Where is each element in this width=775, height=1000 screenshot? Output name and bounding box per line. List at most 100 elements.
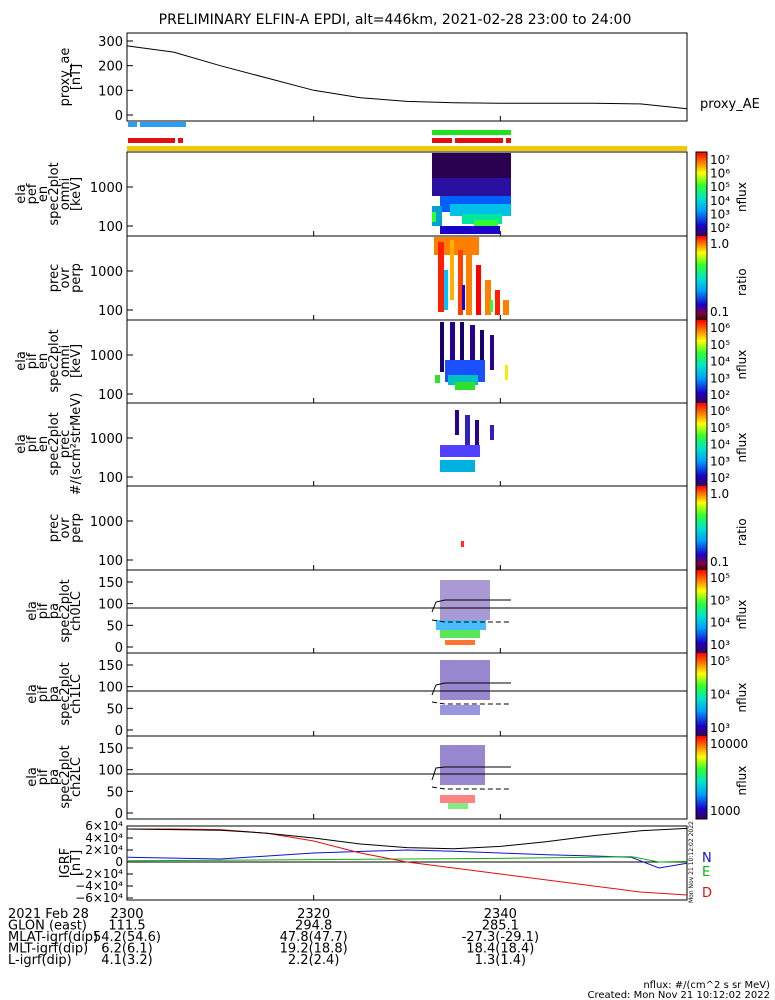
ylabel-line: pa — [47, 769, 62, 785]
x-axis-annotation: 2021 Feb 28 2300 2320 2340 GLON (east) 111.5 2… — [8, 907, 539, 968]
ylabel-line: spec2plot — [58, 662, 73, 725]
cbar-tick-label: 10⁷ — [710, 153, 730, 167]
ylabel-line: #/(scm²strMeV) — [69, 393, 84, 496]
spectrogram-pif-prec — [440, 410, 494, 472]
igrf-ytick-label: 6×10⁴ — [85, 819, 123, 833]
blue-bar-segment — [128, 122, 137, 127]
pa-ytick-label: 50 — [106, 785, 123, 800]
pa-ch1-frame — [126, 652, 688, 737]
spec-ytick-label: 100 — [98, 304, 123, 319]
ae-ytick-label: 100 — [98, 84, 123, 99]
pa-ch0-data — [431, 580, 511, 645]
ylabel-line: [keV] — [69, 344, 84, 378]
xrow-label: 2021 Feb 28 — [8, 907, 89, 922]
plot-title: PRELIMINARY ELFIN-A EPDI, alt=446km, 202… — [159, 12, 632, 28]
cbar-tick-label: 10³ — [710, 207, 730, 221]
ylabel-line: proxy_ae — [58, 48, 73, 107]
spec-ytick-label: 100 — [98, 220, 123, 235]
cbar-tick-label: 0.1 — [710, 305, 729, 319]
cbar-tick-label: 0.1 — [710, 555, 729, 569]
spectrogram-pef-omni — [432, 153, 511, 234]
ylabel-line: pif — [36, 602, 51, 619]
ylabel-line: ela — [14, 184, 29, 204]
xrow-value: 2300 — [110, 907, 143, 922]
ylabel-line: ela — [25, 767, 40, 787]
cbar-tick-label: 10⁴ — [710, 438, 730, 452]
xrow-label: MLAT-igrf(dip) — [8, 930, 98, 945]
ylabel-line: [nT] — [69, 850, 84, 876]
cbar-pa-ch1 — [696, 653, 707, 736]
ylabel-line: ovr — [58, 517, 73, 539]
igrf-ytick-label: 4×10⁴ — [85, 831, 123, 845]
pa-ytick-label: 150 — [98, 742, 123, 757]
cbar-tick-label: 10³ — [710, 638, 730, 652]
cbar-tick-label: 10⁶ — [710, 321, 730, 335]
xrow-value: 2.2(2.4) — [288, 953, 340, 968]
ylabel-line: pif — [36, 685, 51, 702]
cbar-tick-label: 10³ — [710, 454, 730, 468]
ratio-speck — [461, 541, 464, 547]
xrow-value: 2340 — [484, 907, 517, 922]
spectrogram-pef-ratio — [434, 237, 509, 315]
ylabel-line: pif — [36, 768, 51, 785]
cbar-tick-label: 10⁵ — [710, 421, 730, 435]
igrf-panel: N E D Mon Nov 21 10:12:02 2022 — [126, 821, 712, 903]
cbar-tick-label: 10² — [710, 471, 730, 485]
spec-ytick-label: 100 — [98, 554, 123, 569]
ae-ytick-label: 200 — [98, 60, 123, 75]
igrf-series-E — [126, 856, 688, 863]
cbar-tick-label: 10⁵ — [710, 654, 730, 668]
spec-ytick-label: 1000 — [90, 265, 123, 280]
igrf-D-label: D — [702, 886, 712, 901]
igrf-ytick-label: 0 — [115, 855, 123, 869]
cbar-tick-label: 10² — [710, 388, 730, 402]
cbar-unit-label: nflux — [735, 350, 749, 380]
cbar-tick-label: 10³ — [710, 721, 730, 735]
cbar-tick-label: 10⁵ — [710, 338, 730, 352]
axes-layer: 1000100100010010001001000100100010015010… — [75, 116, 688, 905]
pa-ytick-label: 0 — [115, 807, 123, 822]
cbar-pef-omni — [696, 152, 707, 236]
pif-prec-frame — [126, 402, 688, 487]
proxy-ae-frame — [126, 32, 688, 122]
spec-ytick-label: 100 — [98, 388, 123, 403]
proxy-ae-line — [126, 45, 688, 110]
cbar-pa-ch0 — [696, 570, 707, 653]
panel-frames — [126, 32, 688, 901]
spec-ytick-label: 100 — [98, 471, 123, 486]
ylabel-line: pa — [47, 603, 62, 619]
xrow-value: 294.8 — [295, 919, 332, 934]
igrf-ytick-label: −2×10⁴ — [75, 867, 123, 881]
created-note: Created: Mon Nov 21 10:12:02 2022 — [587, 990, 770, 1000]
ylabel-line: ch0LC — [69, 591, 84, 631]
red-bar-segment — [506, 138, 511, 143]
xrow-value: 19.2(18.8) — [280, 942, 348, 957]
xrow-label: MLT-igrf(dip) — [8, 942, 88, 957]
cbar-tick-label: 10⁴ — [710, 688, 730, 702]
ylabel-line: pif — [25, 435, 40, 452]
igrf-ytick-label: −4×10⁴ — [75, 879, 123, 893]
cbar-unit-label: nflux — [735, 600, 749, 630]
cbar-pif-omni — [696, 320, 707, 403]
spec-ytick-label: 1000 — [90, 181, 123, 196]
xrow-value: 285.1 — [482, 919, 519, 934]
red-bar-segment — [432, 138, 452, 143]
cbar-tick-label: 10⁵ — [710, 571, 730, 585]
pef-ratio-frame — [126, 235, 688, 321]
cbar-pa-ch2 — [696, 736, 707, 819]
yellow-bar — [127, 146, 687, 151]
cbar-tick-label: 10⁶ — [710, 167, 730, 181]
ylabel-line: spec2plot — [47, 162, 62, 225]
green-bar-segment — [432, 130, 511, 135]
ae-ytick-label: 0 — [115, 109, 123, 124]
xrow-label: L-igrf(dip) — [8, 953, 72, 968]
xrow-value: 18.4(18.4) — [466, 942, 534, 957]
ylabel-line: perp — [69, 513, 84, 543]
xrow-value: 6.2(6.1) — [101, 942, 153, 957]
ylabel-line: prec — [47, 514, 62, 542]
ylabel-line: [nT] — [69, 64, 84, 90]
red-bar-segment — [178, 138, 183, 143]
ylabel-line: spec2plot — [47, 412, 62, 475]
status-bars — [127, 122, 687, 151]
